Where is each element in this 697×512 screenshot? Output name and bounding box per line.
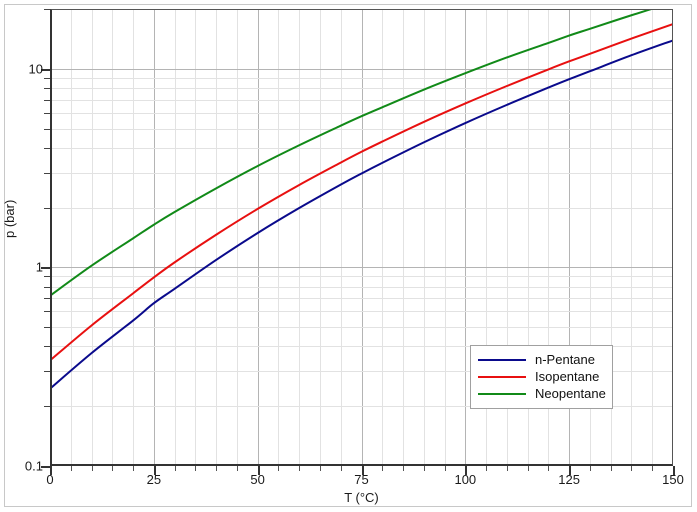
y-tick-minor xyxy=(44,276,50,278)
y-tick-minor xyxy=(44,298,50,300)
y-tick-minor xyxy=(44,311,50,313)
x-tick-major xyxy=(569,466,572,475)
y-tick-label: 10 xyxy=(28,61,43,77)
x-tick-minor xyxy=(610,466,612,471)
x-tick-label: 75 xyxy=(354,472,369,487)
x-tick-minor xyxy=(486,466,488,471)
curve-isopentane xyxy=(50,23,673,362)
legend-line-swatch xyxy=(478,375,526,378)
x-tick-major xyxy=(153,466,156,475)
x-tick-minor xyxy=(278,466,280,471)
x-tick-minor xyxy=(174,466,176,471)
x-tick-label: 100 xyxy=(454,472,477,487)
y-tick-minor xyxy=(44,371,50,373)
y-tick-minor xyxy=(44,147,50,149)
legend: n-Pentane Isopentane Neopentane xyxy=(470,345,613,409)
x-tick-minor xyxy=(382,466,384,471)
legend-item[interactable]: Isopentane xyxy=(478,368,605,385)
y-tick-minor xyxy=(44,9,50,10)
y-tick-minor xyxy=(44,88,50,90)
curve-neopentane xyxy=(50,9,655,297)
legend-item[interactable]: Neopentane xyxy=(478,385,606,402)
y-tick-minor xyxy=(44,77,50,79)
legend-item-label: Isopentane xyxy=(535,369,600,384)
x-tick-label: 0 xyxy=(46,472,54,487)
y-tick-minor xyxy=(44,172,50,174)
x-tick-minor xyxy=(444,466,446,471)
x-tick-label: 125 xyxy=(558,472,581,487)
x-tick-label: 150 xyxy=(662,472,684,487)
x-tick-minor xyxy=(91,466,93,471)
x-tick-minor xyxy=(527,466,529,471)
x-axis-title: T (°C) xyxy=(344,490,379,505)
y-tick-major xyxy=(41,466,50,468)
x-tick-major xyxy=(465,466,468,475)
y-tick-minor xyxy=(44,327,50,329)
x-tick-minor xyxy=(216,466,218,471)
legend-line-swatch xyxy=(478,358,526,361)
y-tick-minor xyxy=(44,112,50,114)
x-tick-label: 25 xyxy=(146,472,162,487)
y-tick-major xyxy=(41,267,50,270)
y-tick-minor xyxy=(44,99,50,101)
x-tick-minor xyxy=(340,466,342,471)
y-tick-minor xyxy=(44,207,50,209)
x-tick-major xyxy=(257,466,260,475)
x-tick-major xyxy=(50,466,52,475)
x-tick-minor xyxy=(133,466,135,471)
x-tick-minor xyxy=(299,466,301,471)
legend-item[interactable]: n-Pentane xyxy=(478,351,605,368)
x-tick-minor xyxy=(589,466,591,471)
x-tick-minor xyxy=(652,466,654,471)
x-tick-label: 50 xyxy=(250,472,265,487)
curve-n-pentane xyxy=(50,39,673,390)
legend-item-label: Neopentane xyxy=(535,386,606,401)
x-tick-minor xyxy=(112,466,114,471)
y-tick-major xyxy=(41,68,50,71)
x-tick-major xyxy=(361,466,364,475)
y-tick-label: 1 xyxy=(35,259,43,275)
y-axis-title: p (bar) xyxy=(2,199,17,238)
data-curves xyxy=(50,9,673,390)
y-tick-minor xyxy=(44,346,50,348)
y-tick-minor xyxy=(44,128,50,130)
x-tick-minor xyxy=(236,466,238,471)
legend-line-swatch xyxy=(478,392,526,395)
x-tick-major xyxy=(673,466,675,475)
y-tick-minor xyxy=(44,286,50,288)
x-tick-minor xyxy=(403,466,405,471)
x-tick-minor xyxy=(195,466,197,471)
x-tick-minor xyxy=(506,466,508,471)
legend-item-label: n-Pentane xyxy=(535,352,595,367)
x-tick-minor xyxy=(319,466,321,471)
y-tick-minor xyxy=(44,406,50,408)
x-tick-minor xyxy=(631,466,633,471)
x-tick-minor xyxy=(548,466,550,471)
x-tick-minor xyxy=(70,466,72,471)
x-tick-minor xyxy=(423,466,425,471)
y-tick-label: 0.1 xyxy=(24,458,43,474)
